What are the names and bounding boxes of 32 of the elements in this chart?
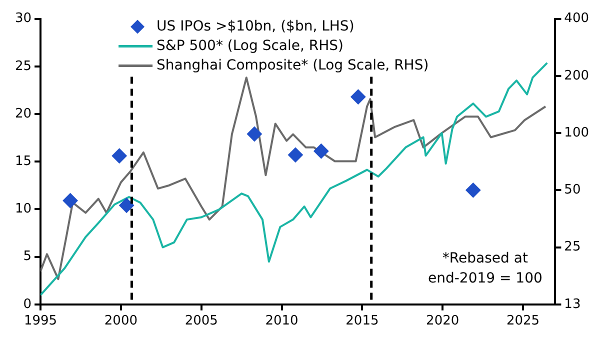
point xyxy=(350,89,366,104)
x-tick-label: 2005 xyxy=(184,314,218,329)
y2-tick-label: 100 xyxy=(564,125,590,140)
y2-tick-label: 25 xyxy=(564,240,581,255)
x-tick-label: 2015 xyxy=(346,314,379,329)
point xyxy=(246,126,262,142)
x-tick-label: 1995 xyxy=(24,314,58,329)
y-tick-label: 30 xyxy=(14,11,32,26)
point xyxy=(62,193,78,208)
y-tick-label: 0 xyxy=(23,296,32,312)
y-tick-label: 25 xyxy=(14,58,32,74)
annotation: *Rebased at end-2019 = 100 xyxy=(428,250,542,286)
y2-tick-label: 200 xyxy=(564,68,590,84)
y2-tick-label: 13 xyxy=(564,296,581,312)
point xyxy=(288,147,303,162)
point xyxy=(314,144,329,159)
y-tick-label: 20 xyxy=(14,106,32,122)
y-tick-label: 5 xyxy=(23,249,32,264)
x-tick-label: 2010 xyxy=(265,314,298,329)
y-tick-label: 15 xyxy=(14,154,32,169)
legend-label: S&P 500* (Log Scale, RHS) xyxy=(156,38,344,54)
y2-tick-label: 50 xyxy=(564,182,581,198)
legend-label: Shanghai Composite* (Log Scale, RHS) xyxy=(156,57,429,74)
y2-tick-label: 400 xyxy=(564,11,590,26)
x-tick-label: 2025 xyxy=(506,314,540,329)
x-tick-label: 2000 xyxy=(104,314,138,329)
x-tick-label: 2020 xyxy=(426,314,460,329)
point xyxy=(466,182,481,198)
point xyxy=(119,198,134,213)
legend-label: US IPOs >$10bn, ($bn, LHS) xyxy=(156,18,354,34)
y-tick-label: 10 xyxy=(14,202,32,217)
point xyxy=(112,148,127,164)
